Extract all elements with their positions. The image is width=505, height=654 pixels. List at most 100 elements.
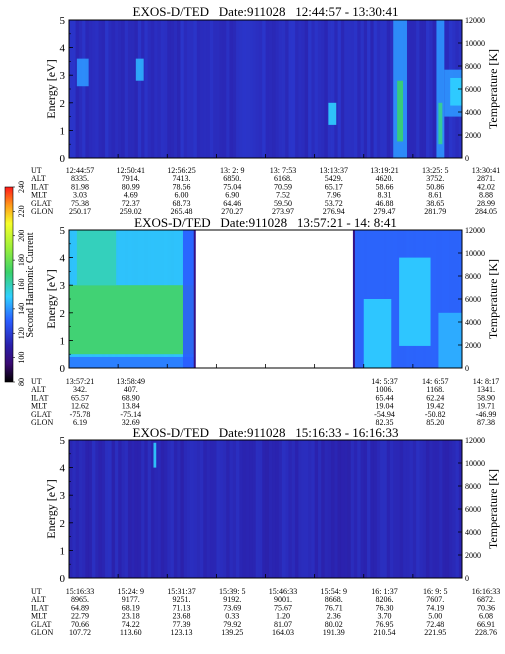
heatmap-column: [78, 440, 83, 578]
heatmap-column: [314, 20, 319, 158]
table-row-label: ILAT: [31, 182, 48, 191]
table-cell: 3752.: [426, 174, 444, 183]
y-tick-label: 0: [60, 363, 66, 375]
heatmap-feature: [182, 230, 195, 368]
heatmap-column: [157, 440, 161, 578]
table-cell: 6168.: [274, 174, 292, 183]
table-cell: 80.99: [122, 182, 140, 191]
table-cell: 14: 6:57: [422, 377, 448, 386]
heatmap-column: [222, 440, 227, 578]
heatmap-column: [111, 20, 116, 158]
heatmap-column: [376, 440, 381, 578]
table-cell: 76.30: [376, 603, 394, 612]
heatmap-column: [301, 440, 306, 578]
heatmap-feature: [438, 102, 443, 145]
table-cell: 28.99: [477, 199, 495, 208]
heatmap-column: [95, 440, 99, 578]
heatmap-column: [127, 20, 132, 158]
heatmap-column: [265, 440, 270, 578]
table-cell: 78.56: [173, 182, 191, 191]
y2-tick-label: 0: [465, 574, 469, 583]
table-cell: 76.71: [325, 603, 343, 612]
heatmap-column: [363, 20, 368, 158]
heatmap-feature: [438, 312, 462, 368]
heatmap-column: [435, 440, 440, 578]
heatmap-column: [114, 440, 119, 578]
heatmap-column: [308, 440, 312, 578]
heatmap-column: [422, 440, 427, 578]
heatmap-column: [134, 440, 139, 578]
heatmap-column: [265, 20, 270, 158]
heatmap-column: [147, 20, 152, 158]
colorbar-tick-label: 160: [17, 279, 26, 291]
heatmap-column: [124, 440, 129, 578]
table-cell: -75.14: [120, 410, 141, 419]
heatmap-column: [108, 440, 112, 578]
table-cell: 6850.: [223, 174, 241, 183]
heatmap-column: [327, 20, 332, 158]
table-cell: 250.17: [69, 207, 91, 216]
table-cell: -75.78: [70, 410, 91, 419]
heatmap-column: [370, 440, 374, 578]
heatmap-column: [170, 20, 175, 158]
heatmap-column: [353, 440, 358, 578]
heatmap-column: [144, 20, 148, 158]
heatmap-column: [216, 20, 220, 158]
table-row-label: ALT: [31, 174, 46, 183]
data-gap: [194, 230, 354, 368]
heatmap-column: [448, 440, 453, 578]
heatmap-column: [262, 20, 266, 158]
panel-title: EXOS-D/TED Date:911028 15:16:33 - 16:16:…: [133, 425, 399, 440]
table-cell: 1168.: [426, 385, 444, 394]
table-row-label: GLON: [31, 628, 53, 637]
table-cell: 8335.: [71, 174, 89, 183]
table-cell: 6.00: [175, 191, 189, 200]
y2-tick-label: 2000: [465, 551, 481, 560]
heatmap-column: [226, 20, 230, 158]
heatmap-column: [376, 20, 381, 158]
heatmap-column: [455, 440, 460, 578]
table-cell: 12:56:25: [167, 166, 195, 175]
heatmap-column: [226, 440, 230, 578]
table-cell: 42.02: [477, 182, 495, 191]
table-cell: 85.20: [426, 418, 444, 427]
heatmap-column: [304, 20, 309, 158]
heatmap-column: [373, 20, 378, 158]
table-cell: 8.61: [428, 191, 442, 200]
heatmap-column: [82, 440, 86, 578]
heatmap-column: [105, 440, 109, 578]
table-cell: 13:58:49: [117, 377, 145, 386]
heatmap-column: [409, 440, 414, 578]
heatmap-column: [317, 20, 322, 158]
heatmap-column: [229, 440, 234, 578]
heatmap-column: [452, 440, 456, 578]
colorbar-tick-label: 240: [17, 181, 26, 193]
table-cell: 6.08: [479, 612, 493, 621]
heatmap-column: [101, 440, 106, 578]
heatmap-column: [203, 20, 207, 158]
table-cell: 53.72: [325, 199, 343, 208]
heatmap-column: [85, 440, 89, 578]
heatmap-column: [278, 20, 283, 158]
heatmap-column: [324, 20, 329, 158]
table-cell: 0.33: [225, 612, 239, 621]
colorbar-tick-label: 220: [17, 205, 26, 217]
table-cell: 9251.: [173, 595, 191, 604]
heatmap-column: [324, 440, 329, 578]
heatmap-column: [190, 440, 194, 578]
table-cell: 139.25: [221, 628, 243, 637]
heatmap-column: [95, 20, 99, 158]
heatmap-column: [75, 20, 80, 158]
heatmap-column: [340, 440, 345, 578]
heatmap-column: [239, 20, 243, 158]
heatmap-column: [85, 20, 89, 158]
heatmap-column: [200, 20, 204, 158]
heatmap-column: [412, 20, 417, 158]
heatmap-column: [242, 20, 247, 158]
table-cell: 15:24: 9: [118, 587, 144, 596]
heatmap-column: [278, 440, 283, 578]
heatmap-column: [412, 440, 417, 578]
y2-tick-label: 6000: [465, 505, 481, 514]
heatmap-column: [131, 20, 135, 158]
heatmap-column: [285, 440, 289, 578]
